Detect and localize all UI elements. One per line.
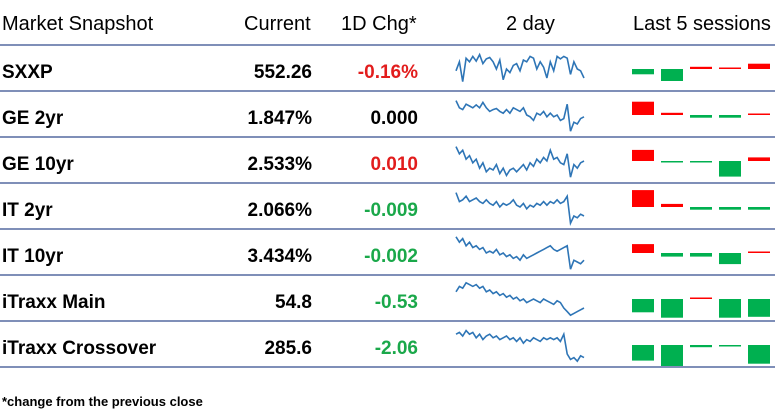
row-name: GE 2yr [2,108,64,129]
session-bar [661,161,683,163]
session-bar [748,63,770,69]
session-bar [748,113,770,115]
sparkline-path [455,281,585,317]
sparkline-path [455,236,585,270]
row-change: -0.002 [364,246,418,267]
session-bar [690,345,712,348]
session-bar [690,161,712,163]
last5-bars [632,63,770,81]
sparkline-path [455,329,585,363]
row-current: 285.6 [264,338,312,359]
session-bar [632,69,654,75]
row-change: -0.53 [374,292,418,313]
session-bar [661,203,683,207]
header-title: Market Snapshot [2,13,154,35]
row-name: IT 10yr [2,246,64,267]
session-bar [690,297,712,299]
session-bar [661,345,683,366]
session-bar [748,251,770,253]
session-bar [632,345,654,361]
session-bar [661,299,683,318]
row-change: -0.16% [357,62,418,83]
row-change: -2.06 [374,338,418,359]
row-change: 0.000 [370,108,418,129]
table-row: GE 2yr 1.847% 0.000 [0,90,775,138]
sparkline-2day [455,236,585,270]
row-current: 1.847% [247,108,312,129]
table-row: iTraxx Crossover 285.6 -2.06 [0,320,775,368]
sparkline-path [455,146,585,178]
session-bar [748,207,770,210]
session-bar [719,253,741,265]
session-bar [690,253,712,257]
session-bar [719,299,741,318]
last5-bars [632,190,770,210]
session-bar [719,67,741,69]
sparkline-path [455,52,585,82]
row-change: -0.009 [364,200,418,221]
session-bar [690,207,712,210]
row-current: 2.066% [247,200,312,221]
session-bar [632,149,654,161]
session-bar [690,115,712,118]
session-bar [661,69,683,81]
last5-bars [632,297,770,318]
row-change: 0.010 [370,154,418,175]
session-bar [719,345,741,347]
row-name: iTraxx Main [2,292,106,313]
sparkline-path [455,100,585,132]
last5-bars [632,345,770,366]
session-bar [632,190,654,207]
sparkline-2day [455,146,585,178]
row-current: 2.533% [247,154,312,175]
last5-bars [632,244,770,265]
last5-bars [632,149,770,177]
table-row: IT 2yr 2.066% -0.009 [0,182,775,230]
sparkline-2day [455,192,585,227]
sparkline-2day [455,329,585,363]
last5-bars [632,101,770,118]
table-row: IT 10yr 3.434% -0.002 [0,228,775,276]
session-bar [719,115,741,118]
header-change: 1D Chg* [341,13,417,35]
session-bar [748,299,770,317]
row-name: iTraxx Crossover [2,338,157,359]
footer: *change from the previous close [0,366,775,416]
row-current: 552.26 [253,62,312,83]
row-current: 54.8 [275,292,312,313]
row-name: SXXP [2,62,53,83]
session-bar [690,66,712,69]
row-name: IT 2yr [2,200,53,221]
session-bar [632,299,654,313]
session-bar [719,161,741,177]
header-current: Current [244,13,311,35]
sparkline-path [455,192,585,227]
session-bar [748,157,770,161]
session-bar [661,253,683,257]
table-row: GE 10yr 2.533% 0.010 [0,136,775,184]
sparkline-2day [455,100,585,132]
session-bar [719,207,741,210]
footer-note: *change from the previous close [2,394,203,409]
header-last5: Last 5 sessions [633,13,771,35]
row-name: GE 10yr [2,154,74,175]
sparkline-2day [455,281,585,317]
row-current: 3.434% [247,246,312,267]
header-two-day: 2 day [506,13,555,35]
sparkline-2day [455,52,585,82]
table-header: Market Snapshot Current 1D Chg* 2 day La… [0,0,775,46]
session-bar [632,101,654,115]
session-bar [748,345,770,364]
table-row: SXXP 552.26 -0.16% [0,44,775,92]
table-row: iTraxx Main 54.8 -0.53 [0,274,775,322]
session-bar [632,244,654,253]
session-bar [661,112,683,115]
